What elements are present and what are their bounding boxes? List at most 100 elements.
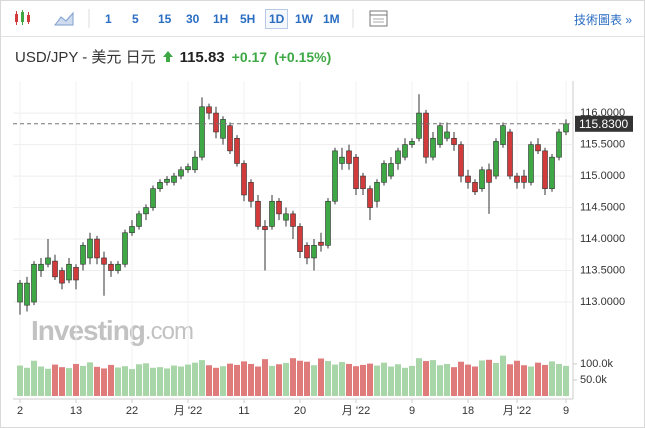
candle-body bbox=[157, 182, 163, 189]
technical-chart-link[interactable]: 技術圖表 » bbox=[573, 13, 632, 27]
volume-bar bbox=[94, 366, 100, 396]
x-tick-label: 18 bbox=[462, 405, 474, 417]
interval-button[interactable]: 1H bbox=[213, 12, 229, 26]
volume-bar bbox=[52, 364, 58, 396]
volume-bar bbox=[353, 366, 359, 396]
volume-bar bbox=[38, 366, 44, 396]
volume-bar bbox=[423, 361, 429, 396]
interval-button[interactable]: 30 bbox=[186, 12, 200, 26]
volume-bar bbox=[143, 363, 149, 396]
candle-body bbox=[227, 125, 233, 152]
volume-tick-label: 100.0k bbox=[580, 358, 614, 370]
candle-body bbox=[143, 207, 149, 215]
interval-button[interactable]: 5 bbox=[132, 12, 139, 26]
x-tick-label: 22 bbox=[126, 405, 138, 417]
y-tick-label: 115.0000 bbox=[580, 170, 625, 182]
candle-body bbox=[164, 178, 170, 183]
y-tick-label: 114.5000 bbox=[580, 201, 625, 213]
candle-body bbox=[409, 141, 415, 145]
candle-body bbox=[206, 106, 212, 114]
volume-bar bbox=[241, 361, 247, 396]
volume-bar bbox=[409, 365, 415, 396]
candle-body bbox=[395, 150, 401, 164]
y-tick-label: 115.5000 bbox=[580, 138, 625, 150]
candle-body bbox=[87, 238, 93, 259]
volume-bar bbox=[367, 363, 373, 396]
volume-bar bbox=[311, 365, 317, 396]
candle-body bbox=[493, 141, 499, 177]
candle-body bbox=[311, 245, 317, 259]
candle-body bbox=[388, 163, 394, 177]
last-price-label: 115.8300 bbox=[579, 117, 628, 131]
candle-body bbox=[514, 175, 520, 183]
volume-bar bbox=[150, 367, 156, 396]
volume-bar bbox=[486, 359, 492, 396]
volume-bar bbox=[129, 369, 135, 396]
volume-bar bbox=[290, 358, 296, 396]
candle-body bbox=[290, 213, 296, 227]
area-icon[interactable] bbox=[54, 11, 74, 26]
interval-button[interactable]: 1D bbox=[265, 9, 289, 29]
candle-body bbox=[339, 156, 345, 164]
pair-name: USD/JPY - 美元 日元 bbox=[15, 49, 156, 66]
x-tick-label: 9 bbox=[563, 405, 569, 417]
volume-bar bbox=[157, 367, 163, 396]
candle-body bbox=[283, 213, 289, 221]
candle-body bbox=[458, 144, 464, 177]
candle-body bbox=[507, 131, 513, 177]
volume-bar bbox=[59, 367, 65, 396]
volume-bar bbox=[31, 360, 37, 396]
volume-bar bbox=[542, 364, 548, 396]
volume-bar bbox=[514, 360, 520, 396]
volume-bar bbox=[416, 358, 422, 396]
candle-icon[interactable] bbox=[15, 10, 30, 25]
candle-body bbox=[66, 263, 72, 281]
interval-button[interactable]: 1W bbox=[295, 12, 313, 26]
volume-bar bbox=[234, 364, 240, 396]
last-price-box bbox=[575, 115, 633, 132]
chart-type-icons bbox=[15, 9, 90, 28]
watermark: Investing.com bbox=[31, 315, 193, 346]
candle-body bbox=[269, 200, 275, 227]
watermark-suffix: .com bbox=[145, 318, 193, 345]
volume-bar bbox=[360, 364, 366, 396]
candle-body bbox=[437, 125, 443, 145]
candle-body bbox=[199, 106, 205, 158]
x-tick-label: 月 '22 bbox=[174, 405, 202, 417]
volume-bar bbox=[178, 366, 184, 396]
volume-bar bbox=[472, 366, 478, 396]
volume-bar bbox=[325, 361, 331, 396]
volume-bar bbox=[24, 367, 30, 396]
candle-body bbox=[402, 144, 408, 158]
volume-bar bbox=[437, 365, 443, 396]
volume-bar bbox=[381, 362, 387, 396]
volume-bar bbox=[66, 368, 72, 396]
candle-body bbox=[556, 131, 562, 158]
candle-body bbox=[38, 263, 44, 271]
candle-body bbox=[248, 182, 254, 202]
candle-body bbox=[234, 137, 240, 164]
candle-body bbox=[220, 119, 226, 139]
volume-bar bbox=[395, 364, 401, 396]
volume-bar bbox=[297, 360, 303, 396]
candle-body bbox=[73, 267, 79, 281]
candle-body bbox=[213, 112, 219, 133]
volume-bar bbox=[283, 362, 289, 396]
candle-body bbox=[304, 245, 310, 259]
candle-body bbox=[486, 169, 492, 183]
candle-body bbox=[17, 282, 23, 303]
interval-button[interactable]: 5H bbox=[240, 12, 256, 26]
x-tick-label: 2 bbox=[17, 405, 23, 417]
interval-button[interactable]: 1M bbox=[323, 12, 340, 26]
candle-body bbox=[528, 144, 534, 183]
volume-bar bbox=[444, 363, 450, 396]
candle-body bbox=[185, 166, 191, 171]
candle-body bbox=[430, 137, 436, 158]
y-tick-label: 113.5000 bbox=[580, 264, 625, 276]
candle-body bbox=[59, 270, 65, 284]
interval-button[interactable]: 1 bbox=[105, 12, 112, 26]
interval-button[interactable]: 15 bbox=[158, 12, 172, 26]
candle-body bbox=[241, 163, 247, 196]
candle-body bbox=[542, 150, 548, 189]
